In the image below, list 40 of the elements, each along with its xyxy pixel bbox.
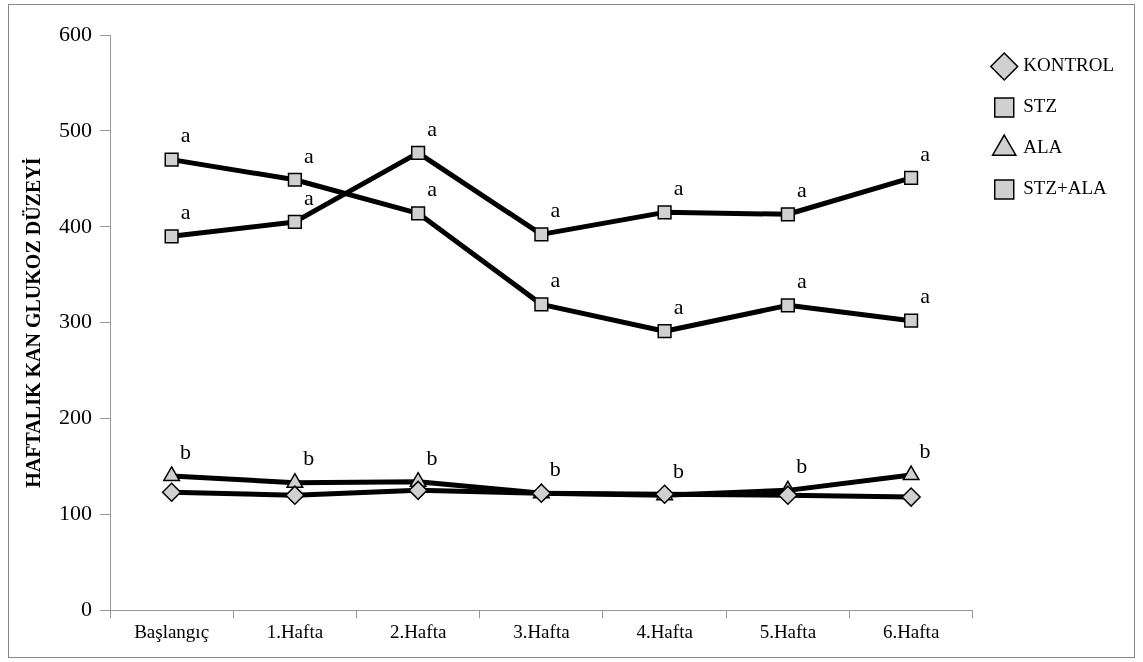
legend-label: STZ <box>1023 95 1058 117</box>
annotation: a <box>673 294 684 320</box>
y-tick-label: 200 <box>59 404 92 430</box>
x-tick-label: 1.Hafta <box>266 620 324 642</box>
y-axis-title: HAFTALIK KAN GLUKOZ DÜZEYİ <box>21 157 45 488</box>
annotation: b <box>303 445 315 471</box>
x-tick-label: 5.Hafta <box>759 620 817 642</box>
x-tick-label: 2.Hafta <box>389 620 447 642</box>
x-tick-label: 4.Hafta <box>636 620 694 642</box>
annotation: b <box>919 437 931 463</box>
annotation: b <box>673 457 685 483</box>
annotation: a <box>180 199 191 225</box>
annotation: a <box>796 268 807 294</box>
x-tick-label: Başlangıç <box>134 620 210 642</box>
y-tick-label: 300 <box>59 308 92 334</box>
y-tick-label: 600 <box>59 20 92 46</box>
annotation: a <box>550 197 561 223</box>
annotation: a <box>673 175 684 201</box>
annotation: b <box>426 444 438 470</box>
annotation: a <box>550 267 561 293</box>
y-tick-label: 0 <box>81 595 92 621</box>
legend-label: STZ+ALA <box>1023 177 1108 199</box>
y-tick-label: 400 <box>59 212 92 238</box>
x-tick-label: 3.Hafta <box>513 620 571 642</box>
annotation: a <box>180 122 191 148</box>
annotation: a <box>920 283 931 309</box>
x-tick-label: 6.Hafta <box>882 620 940 642</box>
y-tick-label: 100 <box>59 500 92 526</box>
annotation: b <box>549 456 561 482</box>
legend-label: KONTROL <box>1023 54 1115 76</box>
annotation: a <box>920 140 931 166</box>
y-tick-label: 500 <box>59 116 92 142</box>
legend-label: ALA <box>1023 136 1063 158</box>
annotation: a <box>427 176 438 202</box>
annotation: a <box>303 142 314 168</box>
annotation: b <box>180 438 192 464</box>
annotation: a <box>427 115 438 141</box>
annotation: b <box>796 453 808 479</box>
annotation: a <box>303 184 314 210</box>
annotation: a <box>796 177 807 203</box>
